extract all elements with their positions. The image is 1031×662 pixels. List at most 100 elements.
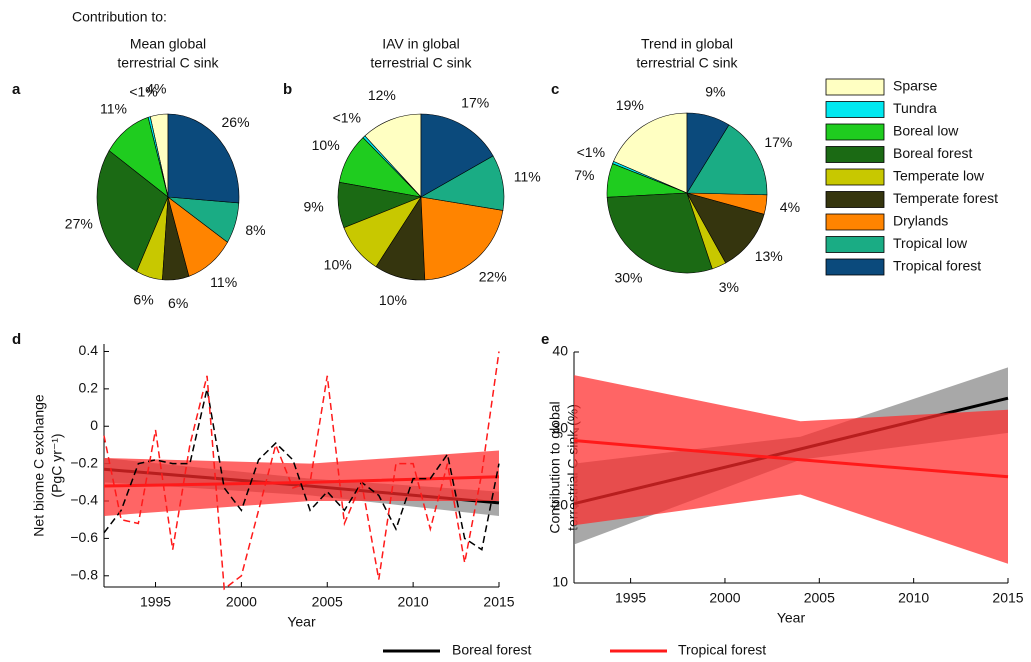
slice-label: 13% bbox=[755, 248, 783, 264]
x-axis-label: Year bbox=[287, 614, 316, 630]
legend-swatch bbox=[825, 213, 885, 231]
legend-label: Tundra bbox=[893, 100, 937, 116]
y-tick-label: 40 bbox=[552, 343, 568, 359]
x-tick-label: 2000 bbox=[709, 590, 740, 606]
y-tick-label: 0.4 bbox=[79, 342, 99, 358]
legend-label: Tropical forest bbox=[678, 642, 766, 658]
slice-label: 11% bbox=[210, 274, 237, 290]
x-tick-label: 2005 bbox=[804, 590, 835, 606]
slice-label: 19% bbox=[616, 97, 644, 113]
y-tick-label: −0.8 bbox=[70, 566, 98, 582]
x-tick-label: 1995 bbox=[140, 594, 171, 610]
slice-label: 7% bbox=[574, 167, 594, 183]
trend-line bbox=[573, 439, 1009, 479]
legend-label: Drylands bbox=[893, 213, 948, 229]
pie-slice bbox=[96, 150, 169, 272]
slice-label: 27% bbox=[65, 215, 93, 231]
legend-label: Boreal forest bbox=[452, 642, 531, 658]
pie-slice bbox=[686, 124, 768, 196]
legend-swatch bbox=[825, 168, 885, 186]
slice-label: 17% bbox=[764, 134, 792, 150]
y-tick-label: −0.2 bbox=[70, 454, 98, 470]
slice-label: 22% bbox=[479, 268, 507, 284]
slice-label: 12% bbox=[368, 87, 396, 103]
x-tick-label: 2010 bbox=[898, 590, 929, 606]
confidence-band bbox=[574, 375, 1008, 564]
slice-label: 6% bbox=[168, 295, 188, 311]
y-tick-label: 0.2 bbox=[79, 380, 99, 396]
chart-title: terrestrial C sink bbox=[370, 55, 472, 71]
y-axis-label: (PgC yr⁻¹) bbox=[49, 433, 65, 497]
chart-title: terrestrial C sink bbox=[636, 55, 738, 71]
slice-label: 3% bbox=[719, 279, 739, 295]
annual-line bbox=[103, 351, 500, 591]
legend-label: Sparse bbox=[893, 78, 938, 94]
y-tick-label: 30 bbox=[552, 420, 568, 436]
legend-swatch bbox=[825, 78, 885, 96]
chart-title: Mean global bbox=[130, 36, 206, 52]
slice-label: 10% bbox=[312, 137, 340, 153]
legend-label: Boreal forest bbox=[893, 145, 972, 161]
chart-title: terrestrial C sink bbox=[117, 55, 219, 71]
y-tick-label: 20 bbox=[552, 497, 568, 513]
x-tick-label: 2015 bbox=[483, 594, 514, 610]
legend-label: Temperate low bbox=[893, 168, 985, 184]
legend-swatch bbox=[825, 258, 885, 276]
trend-line bbox=[103, 475, 500, 488]
y-axis-label: Contribution to global bbox=[547, 401, 563, 533]
legend-swatch bbox=[825, 146, 885, 163]
legend-label: Boreal low bbox=[893, 123, 959, 139]
y-tick-label: 10 bbox=[552, 574, 568, 590]
x-tick-label: 1995 bbox=[615, 590, 646, 606]
x-tick-label: 2000 bbox=[226, 594, 257, 610]
pie-slice bbox=[364, 113, 422, 198]
pie-slice bbox=[686, 192, 765, 264]
slice-label: 9% bbox=[304, 199, 324, 215]
slice-label: <1% bbox=[129, 84, 157, 100]
x-tick-label: 2015 bbox=[992, 590, 1023, 606]
panel-label: a bbox=[12, 81, 21, 98]
chart-title: IAV in global bbox=[382, 36, 460, 52]
slice-label: 17% bbox=[461, 94, 489, 110]
y-tick-label: 0 bbox=[90, 417, 98, 433]
slice-label: 11% bbox=[514, 169, 541, 185]
legend-swatch bbox=[825, 236, 885, 253]
pie-slice bbox=[420, 196, 504, 281]
header: Contribution to: bbox=[72, 9, 167, 25]
slice-label: <1% bbox=[577, 144, 605, 160]
x-axis-label: Year bbox=[777, 610, 806, 626]
legend-swatch bbox=[825, 101, 885, 118]
panel-label: b bbox=[283, 81, 292, 98]
slice-label: 26% bbox=[222, 114, 250, 130]
legend-swatch bbox=[825, 123, 885, 141]
slice-label: 9% bbox=[705, 84, 725, 100]
pie-slice bbox=[167, 113, 240, 204]
slice-label: 30% bbox=[614, 270, 642, 286]
chart-title: Trend in global bbox=[641, 36, 733, 52]
slice-label: 6% bbox=[133, 292, 153, 308]
legend-label: Temperate forest bbox=[893, 190, 998, 206]
annual-line bbox=[103, 388, 500, 551]
slice-label: 10% bbox=[379, 292, 407, 308]
pie-slice bbox=[686, 112, 730, 195]
legend-label: Tropical low bbox=[893, 235, 968, 251]
panel-label: c bbox=[551, 81, 559, 98]
pie-slice bbox=[420, 113, 494, 198]
pie-slice bbox=[613, 112, 688, 194]
slice-label: <1% bbox=[333, 109, 361, 125]
slice-label: 4% bbox=[780, 199, 800, 215]
slice-label: 8% bbox=[245, 222, 265, 238]
slice-label: 4% bbox=[146, 81, 166, 97]
y-tick-label: −0.4 bbox=[70, 492, 98, 508]
panel-label: d bbox=[12, 331, 21, 348]
slice-label: 11% bbox=[100, 101, 127, 117]
y-tick-label: −0.6 bbox=[70, 529, 98, 545]
y-axis-label: Net biome C exchange bbox=[31, 394, 47, 537]
panel-label: e bbox=[541, 331, 549, 348]
legend-swatch bbox=[825, 191, 885, 208]
x-tick-label: 2010 bbox=[398, 594, 429, 610]
pie-slice bbox=[606, 192, 713, 274]
slice-label: 10% bbox=[324, 256, 352, 272]
legend-label: Tropical forest bbox=[893, 258, 981, 274]
